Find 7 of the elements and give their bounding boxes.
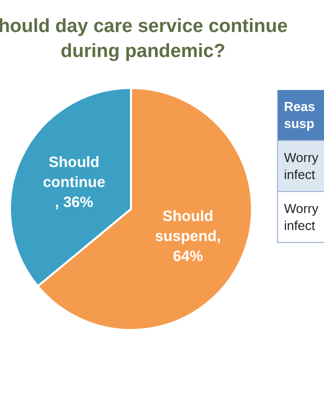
text: Worry infect	[277, 141, 324, 192]
slice-label: Should continue	[42, 154, 106, 192]
text: Reas susp	[277, 90, 324, 141]
chart-title: hould day care service continue during pandemic?	[0, 15, 289, 64]
slice-label: Should suspend, 64%	[155, 208, 221, 265]
data-label: , 36%	[54, 194, 94, 212]
text: Worry infect	[277, 192, 324, 243]
